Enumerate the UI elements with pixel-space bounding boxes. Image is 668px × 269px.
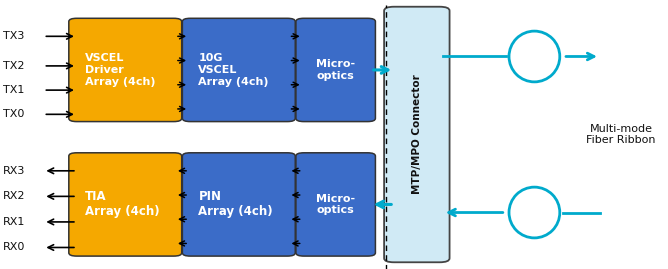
FancyBboxPatch shape (296, 153, 375, 256)
FancyBboxPatch shape (182, 153, 295, 256)
FancyBboxPatch shape (69, 18, 182, 122)
Text: TX1: TX1 (3, 85, 25, 95)
Text: TX0: TX0 (3, 109, 25, 119)
Text: 10G
VSCEL
Array (4ch): 10G VSCEL Array (4ch) (198, 53, 269, 87)
Text: PIN
Array (4ch): PIN Array (4ch) (198, 190, 273, 218)
FancyBboxPatch shape (69, 153, 182, 256)
Text: Micro-
optics: Micro- optics (316, 59, 355, 81)
Text: RX0: RX0 (3, 242, 25, 253)
FancyBboxPatch shape (384, 7, 450, 262)
Text: Multi-mode
Fiber Ribbon: Multi-mode Fiber Ribbon (587, 124, 656, 145)
Text: TX3: TX3 (3, 31, 25, 41)
Text: TIA
Array (4ch): TIA Array (4ch) (85, 190, 160, 218)
Text: TX2: TX2 (3, 61, 25, 71)
Text: VSCEL
Driver
Array (4ch): VSCEL Driver Array (4ch) (85, 53, 156, 87)
Text: RX2: RX2 (3, 191, 26, 201)
Text: Micro-
optics: Micro- optics (316, 194, 355, 215)
Text: MTP/MPO Connector: MTP/MPO Connector (412, 75, 422, 194)
Text: RX3: RX3 (3, 166, 25, 176)
FancyBboxPatch shape (296, 18, 375, 122)
Text: RX1: RX1 (3, 217, 25, 227)
FancyBboxPatch shape (182, 18, 295, 122)
